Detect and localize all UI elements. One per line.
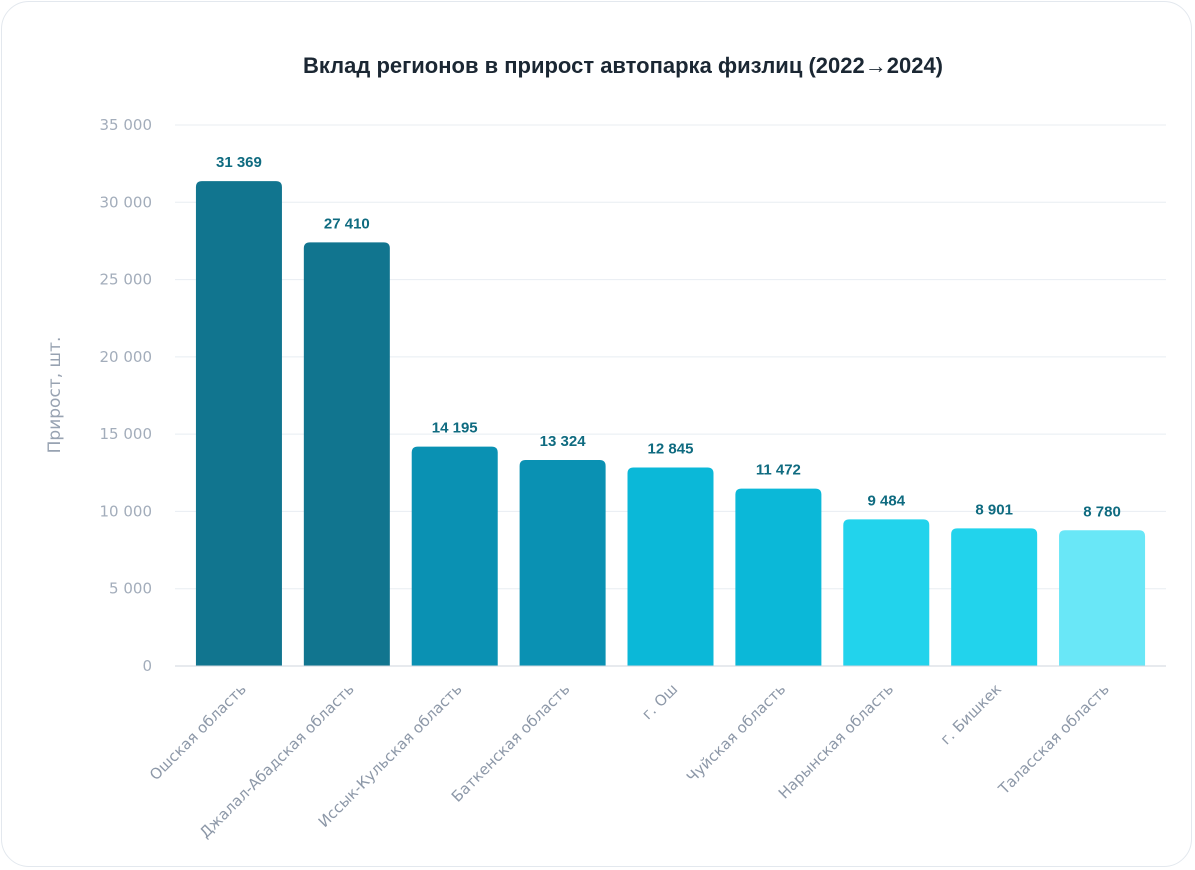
bar	[1059, 530, 1146, 666]
bar	[627, 467, 714, 666]
value-labels: 31 369 27 410 14 195 13 324 12 845 11 472 9 48…	[216, 154, 1121, 520]
bar-value-label: 12 845	[648, 440, 694, 457]
bar	[411, 446, 498, 666]
y-tick-label: 30 000	[100, 193, 153, 211]
y-tick-label: 15 000	[100, 425, 153, 443]
y-tick-label: 0	[142, 657, 152, 675]
x-tick-label: г. Ош	[638, 680, 681, 723]
bars	[195, 181, 1146, 667]
bar-value-label: 14 195	[432, 420, 478, 437]
y-axis-label: Прирост, шт.	[45, 337, 65, 454]
bar-value-label: 8 780	[1083, 503, 1121, 520]
x-tick-label: Чуйская область	[683, 680, 789, 786]
bar	[519, 460, 606, 666]
x-tick-label: Нарынская область	[775, 680, 897, 802]
bar-value-label: 8 901	[975, 501, 1013, 518]
x-tick-label: Таласская область	[994, 680, 1113, 799]
y-tick-label: 20 000	[100, 348, 153, 366]
bar	[735, 488, 822, 666]
bar-value-label: 11 472	[756, 462, 801, 479]
bar-value-label: 9 484	[868, 492, 906, 509]
bar-value-label: 27 410	[324, 215, 370, 232]
chart-title: Вклад регионов в прирост автопарка физли…	[303, 53, 943, 78]
x-tick-label: Баткенская область	[448, 680, 574, 806]
y-axis-ticks: 0 5 000 10 000 15 000 20 000 25 000 30 000 35 0…	[100, 116, 153, 675]
x-tick-label: г. Бишкек	[937, 680, 1005, 748]
x-tick-label: Ошская область	[146, 680, 250, 784]
bar	[843, 519, 930, 666]
bar	[951, 528, 1038, 666]
bar	[303, 242, 390, 667]
y-tick-label: 10 000	[100, 502, 153, 520]
y-tick-label: 25 000	[100, 271, 153, 289]
bar-value-label: 31 369	[216, 154, 262, 171]
bar-value-label: 13 324	[540, 433, 587, 450]
y-tick-label: 35 000	[100, 116, 153, 134]
bar	[195, 181, 282, 667]
y-tick-label: 5 000	[109, 580, 152, 598]
